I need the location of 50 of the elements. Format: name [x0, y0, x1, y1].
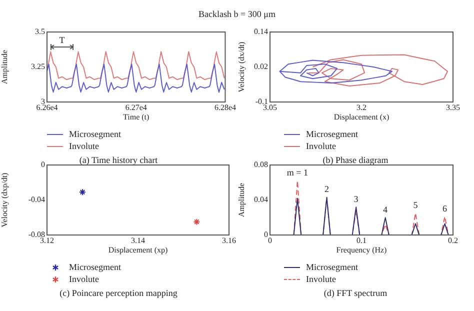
annotation: (a) Time history chart	[79, 155, 158, 165]
legend-label: Microsegment	[69, 261, 121, 273]
y-tick-label: 0	[41, 160, 45, 170]
x-tick-label: 6.27e4	[125, 102, 147, 112]
annotation: m = 1	[286, 168, 308, 178]
legend-label: Microsegment	[306, 261, 358, 273]
x-tick-label: 6.28e4	[214, 102, 236, 112]
x-tick-label: 3.16	[222, 236, 236, 245]
annotation: T	[59, 34, 66, 45]
legend-label: Involute	[306, 140, 336, 152]
line-series	[47, 64, 225, 93]
x-tick-label: 0.1	[356, 236, 366, 245]
x-tick-label: 3.14	[131, 236, 145, 245]
y-tick-label: 0.04	[254, 195, 268, 204]
text: (c) Poincare perception mapping	[58, 288, 178, 298]
y-tick-label: -0.04	[28, 195, 45, 204]
annotation: 4	[383, 204, 388, 214]
x-axis-title: Frequency (Hz)	[336, 245, 388, 254]
x-tick-label: 3.12	[40, 236, 54, 245]
y-axis-title: Velocity (dxp/dt)	[0, 172, 9, 228]
annotation: 5	[413, 200, 418, 210]
legend-label: Involute	[306, 273, 336, 285]
legend-label: Microsegment	[306, 128, 358, 140]
y-axis-title: Amplitude	[236, 182, 246, 218]
annotation: 6	[442, 203, 448, 214]
x-axis-title: Displacement (x)	[334, 112, 390, 122]
y-axis-title: Velocity (dx/dt)	[236, 41, 246, 92]
x-axis-title: Displacement (xp)	[108, 245, 168, 254]
line-series	[47, 51, 225, 80]
line-series	[308, 54, 448, 86]
legend-label: Microsegment	[69, 128, 121, 140]
x-tick-label: 3.35	[446, 102, 460, 112]
x-tick-label: 3.05	[263, 102, 277, 112]
y-tick-label: 3.25	[31, 62, 45, 72]
legend-label: Involute	[69, 273, 99, 285]
annotation: 3	[354, 194, 359, 204]
x-axis-title: Time (t)	[123, 112, 150, 122]
annotation: (b) Phase diagram	[322, 155, 388, 165]
text: (d) FFT spectrum	[322, 288, 388, 298]
y-tick-label: 0.14	[254, 27, 268, 36]
chart-title: Backlash b = 300 μm	[198, 9, 276, 19]
y-tick-label: 3.5	[35, 27, 45, 36]
x-tick-label: 0.2	[448, 236, 458, 245]
y-axis-title: Amplitude	[0, 49, 9, 84]
y-tick-label: 0.02	[254, 62, 268, 72]
y-tick-label: 0.08	[254, 160, 268, 170]
line-series	[279, 60, 392, 84]
legend-label: Involute	[69, 140, 99, 152]
annotation: 2	[324, 184, 329, 194]
x-tick-label: 3.2	[356, 102, 366, 112]
